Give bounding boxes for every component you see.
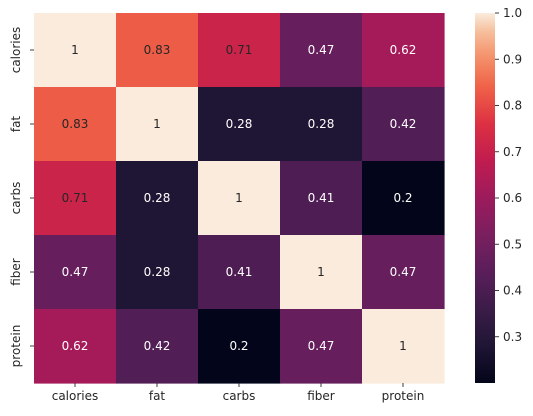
cell-value-label: 0.83	[62, 117, 89, 131]
heatmap-cell	[280, 161, 363, 236]
heatmap-cell	[280, 13, 363, 88]
colorbar-tick-label: 0.4	[503, 284, 522, 298]
cell-value-label: 1	[235, 191, 243, 205]
heatmap-cell	[362, 161, 445, 236]
colorbar-tick-label: 0.7	[503, 145, 522, 159]
y-tick-label: protein	[9, 325, 23, 368]
heatmap-cell	[198, 235, 281, 310]
colorbar-tick-label: 0.3	[503, 330, 522, 344]
x-tick-label: calories	[52, 389, 99, 403]
heatmap-cell	[198, 87, 281, 162]
heatmap-cell	[198, 13, 281, 88]
heatmap-cell	[34, 161, 117, 236]
heatmap-cell	[34, 309, 117, 384]
cell-value-label: 0.28	[144, 265, 171, 279]
heatmap-cell	[34, 87, 117, 162]
heatmap-cell	[280, 235, 363, 310]
heatmap-cell	[34, 235, 117, 310]
cell-value-label: 0.71	[62, 191, 89, 205]
heatmap-annotations: 1 0.83 0.71 0.47 0.62 0.83 1 0.28 0.28 0.42 0.71 0.…	[62, 43, 417, 353]
heatmap-cell	[116, 87, 199, 162]
cell-value-label: 1	[399, 339, 407, 353]
x-tick-label: fiber	[307, 389, 335, 403]
heatmap-cell	[362, 13, 445, 88]
heatmap-cell	[116, 161, 199, 236]
cell-value-label: 0.83	[144, 43, 171, 57]
cell-value-label: 1	[71, 43, 79, 57]
cell-value-label: 0.28	[308, 117, 335, 131]
heatmap-cell	[34, 13, 117, 88]
cell-value-label: 0.42	[144, 339, 171, 353]
cell-value-label: 0.62	[62, 339, 89, 353]
colorbar-tick-label: 0.6	[503, 191, 522, 205]
y-tick-label: calories	[9, 27, 23, 74]
cell-value-label: 0.47	[62, 265, 89, 279]
cell-value-label: 0.47	[390, 265, 417, 279]
colorbar: 0.3 0.4 0.5 0.6 0.7 0.8 0.9 1.0	[475, 6, 522, 383]
heatmap-cell	[198, 161, 281, 236]
colorbar-tick-label: 0.8	[503, 99, 522, 113]
colorbar-gradient	[475, 13, 495, 383]
heatmap-cell	[280, 309, 363, 384]
x-tick-label: carbs	[223, 389, 256, 403]
cell-value-label: 0.41	[308, 191, 335, 205]
heatmap-cell	[362, 87, 445, 162]
cell-value-label: 0.47	[308, 43, 335, 57]
heatmap-cells	[34, 13, 445, 384]
heatmap-cell	[116, 13, 199, 88]
cell-value-label: 0.47	[308, 339, 335, 353]
heatmap-cell	[116, 235, 199, 310]
cell-value-label: 0.71	[226, 43, 253, 57]
y-tick-label: carbs	[9, 182, 23, 215]
y-axis: calories fat carbs fiber protein	[9, 27, 34, 368]
heatmap-cell	[362, 235, 445, 310]
heatmap-cell	[280, 87, 363, 162]
cell-value-label: 0.41	[226, 265, 253, 279]
x-axis: calories fat carbs fiber protein	[52, 383, 425, 403]
colorbar-tick-label: 0.5	[503, 237, 522, 251]
colorbar-tick-label: 1.0	[503, 6, 522, 20]
cell-value-label: 0.28	[144, 191, 171, 205]
cell-value-label: 0.2	[229, 339, 248, 353]
cell-value-label: 1	[317, 265, 325, 279]
cell-value-label: 1	[153, 117, 161, 131]
colorbar-tick-label: 0.9	[503, 52, 522, 66]
cell-value-label: 0.2	[393, 191, 412, 205]
x-tick-label: protein	[382, 389, 425, 403]
heatmap-cell	[116, 309, 199, 384]
heatmap-cell	[362, 309, 445, 384]
x-tick-label: fat	[149, 389, 166, 403]
heatmap-cell	[198, 309, 281, 384]
cell-value-label: 0.62	[390, 43, 417, 57]
y-tick-label: fat	[9, 116, 23, 133]
cell-value-label: 0.28	[226, 117, 253, 131]
cell-value-label: 0.42	[390, 117, 417, 131]
y-tick-label: fiber	[9, 258, 23, 286]
